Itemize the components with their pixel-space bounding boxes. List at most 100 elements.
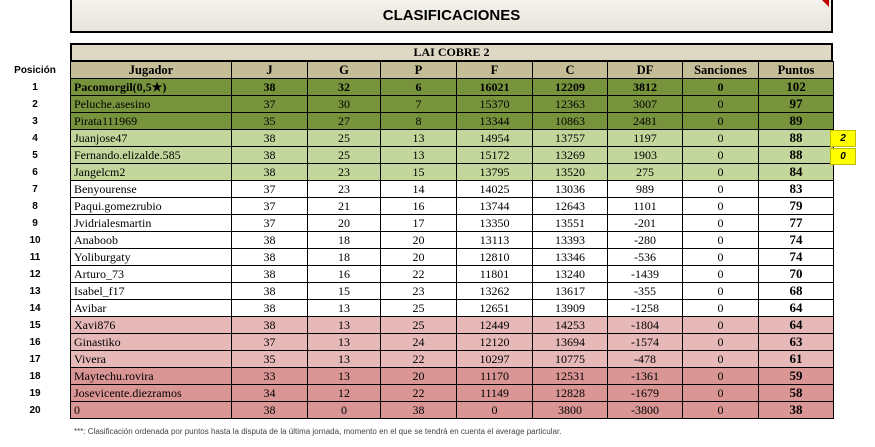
table-row: Benyourense 37 23 14 14025 13036 989 0 83 — [70, 180, 834, 198]
cell-j: 38 — [231, 231, 308, 249]
cell-j: 37 — [231, 95, 308, 113]
position-cell: 10 — [29, 235, 41, 246]
cell-c: 13036 — [532, 180, 608, 198]
position-cell: 4 — [32, 133, 38, 144]
cell-j: 37 — [231, 197, 308, 215]
cell-p: 20 — [380, 231, 457, 249]
cell-g: 20 — [307, 214, 381, 232]
position-cell: 13 — [29, 286, 41, 297]
cell-c: 13909 — [532, 299, 608, 317]
cell-p: 17 — [380, 214, 457, 232]
cell-player: Paqui.gomezrubio — [70, 197, 232, 215]
side-badge-bottom: 0 — [830, 148, 856, 165]
cell-df: -280 — [607, 231, 683, 249]
cell-puntos: 58 — [758, 384, 834, 402]
cell-c: 12531 — [532, 367, 608, 385]
cell-p: 13 — [380, 146, 457, 164]
cell-p: 38 — [380, 401, 457, 419]
cell-df: 1197 — [607, 129, 683, 147]
cell-sanciones: 0 — [682, 282, 759, 300]
cell-puntos: 74 — [758, 248, 834, 266]
cell-sanciones: 0 — [682, 248, 759, 266]
cell-g: 13 — [307, 333, 381, 351]
cell-j: 38 — [231, 163, 308, 181]
cell-df: 989 — [607, 180, 683, 198]
standings-table: Jugador J G P F C DF Sanciones Puntos Pa… — [70, 61, 834, 419]
cell-f: 13350 — [456, 214, 533, 232]
cell-df: -3800 — [607, 401, 683, 419]
cell-c: 13346 — [532, 248, 608, 266]
cell-c: 10863 — [532, 112, 608, 130]
cell-puntos: 88 — [758, 146, 834, 164]
cell-player: Fernando.elizalde.585 — [70, 146, 232, 164]
cell-sanciones: 0 — [682, 316, 759, 334]
position-column: 1 2 3 4 5 6 7 8 9 10 11 12 13 14 15 16 17 18 19 20 — [0, 79, 70, 419]
cell-p: 13 — [380, 129, 457, 147]
cell-c: 13240 — [532, 265, 608, 283]
position-cell: 12 — [29, 269, 41, 280]
cell-puntos: 84 — [758, 163, 834, 181]
cell-c: 12363 — [532, 95, 608, 113]
cell-df: 3007 — [607, 95, 683, 113]
col-header-f: F — [456, 61, 533, 79]
cell-f: 11801 — [456, 265, 533, 283]
cell-sanciones: 0 — [682, 367, 759, 385]
cell-f: 0 — [456, 401, 533, 419]
cell-sanciones: 0 — [682, 384, 759, 402]
cell-df: -478 — [607, 350, 683, 368]
cell-sanciones: 0 — [682, 214, 759, 232]
col-header-j: J — [231, 61, 308, 79]
cell-player: Benyourense — [70, 180, 232, 198]
table-row: Xavi876 38 13 25 12449 14253 -1804 0 64 — [70, 316, 834, 334]
position-cell: 8 — [32, 201, 38, 212]
cell-sanciones: 0 — [682, 95, 759, 113]
cell-g: 23 — [307, 163, 381, 181]
cell-sanciones: 0 — [682, 112, 759, 130]
position-cell: 11 — [29, 252, 41, 263]
cell-c: 12643 — [532, 197, 608, 215]
position-cell: 20 — [29, 405, 41, 416]
cell-j: 38 — [231, 248, 308, 266]
position-cell: 18 — [29, 371, 41, 382]
table-row: Arturo_73 38 16 22 11801 13240 -1439 0 70 — [70, 265, 834, 283]
table-row: Maytechu.rovira 33 13 20 11170 12531 -1361 0 59 — [70, 367, 834, 385]
cell-j: 37 — [231, 333, 308, 351]
cell-j: 37 — [231, 214, 308, 232]
cell-df: 3812 — [607, 78, 683, 96]
cell-g: 13 — [307, 299, 381, 317]
cell-c: 3800 — [532, 401, 608, 419]
page-title: CLASIFICACIONES — [382, 7, 521, 24]
cell-player: Arturo_73 — [70, 265, 232, 283]
position-cell: 5 — [32, 150, 38, 161]
cell-puntos: 97 — [758, 95, 834, 113]
cell-j: 38 — [231, 316, 308, 334]
cell-puntos: 61 — [758, 350, 834, 368]
cell-player: Ginastiko — [70, 333, 232, 351]
position-cell: 19 — [29, 388, 41, 399]
cell-g: 13 — [307, 316, 381, 334]
cell-c: 13694 — [532, 333, 608, 351]
cell-df: 1101 — [607, 197, 683, 215]
cell-puntos: 59 — [758, 367, 834, 385]
position-cell: 7 — [32, 184, 38, 195]
cell-p: 22 — [380, 350, 457, 368]
cell-f: 13744 — [456, 197, 533, 215]
cell-player: Jvidrialesmartin — [70, 214, 232, 232]
cell-df: -1439 — [607, 265, 683, 283]
cell-p: 20 — [380, 248, 457, 266]
footnote: ***: Clasificación ordenada por puntos h… — [74, 427, 562, 436]
cell-sanciones: 0 — [682, 78, 759, 96]
table-row: 0 38 0 38 0 3800 -3800 0 38 — [70, 401, 834, 419]
cell-player: Anaboob — [70, 231, 232, 249]
cell-f: 11170 — [456, 367, 533, 385]
cell-j: 38 — [231, 282, 308, 300]
table-row: Ginastiko 37 13 24 12120 13694 -1574 0 63 — [70, 333, 834, 351]
cell-j: 38 — [231, 129, 308, 147]
table-row: Jvidrialesmartin 37 20 17 13350 13551 -201 0 77 — [70, 214, 834, 232]
cell-j: 38 — [231, 146, 308, 164]
table-row: Isabel_f17 38 15 23 13262 13617 -355 0 68 — [70, 282, 834, 300]
cell-sanciones: 0 — [682, 231, 759, 249]
cell-j: 38 — [231, 78, 308, 96]
cell-df: 2481 — [607, 112, 683, 130]
cell-f: 13113 — [456, 231, 533, 249]
